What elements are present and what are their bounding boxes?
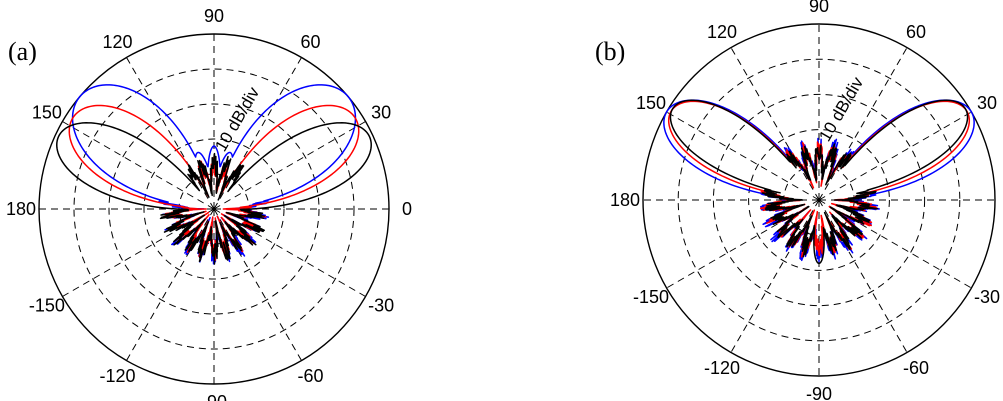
angle-tick-label: -60 <box>903 358 929 378</box>
scale-label-b: 10 dB/div <box>815 73 867 144</box>
scale-label-a: 10 dB/div <box>211 83 263 154</box>
outer-circle <box>642 23 996 377</box>
angle-ticks-a: 0 30 60 90 120 150 180 -150 -120 -90 -60 -30 <box>6 6 412 401</box>
outer-circle <box>38 33 390 385</box>
grid-spoke <box>213 121 366 210</box>
angle-tick-label: -150 <box>29 296 65 316</box>
grid-spoke <box>730 47 820 201</box>
polar-grid-b <box>642 23 996 377</box>
grid-ring <box>73 68 355 350</box>
grid-ring <box>748 129 890 271</box>
grid-spoke <box>818 111 972 201</box>
traces-a <box>56 84 372 265</box>
angle-tick-label: 180 <box>610 190 640 210</box>
angle-tick-label: 30 <box>371 103 391 123</box>
traces-b <box>663 99 975 265</box>
polar-grid-a <box>38 33 390 385</box>
grid-ring <box>108 103 320 315</box>
grid-spoke <box>818 199 908 353</box>
angle-tick-label: 150 <box>32 103 62 123</box>
angle-tick-label: -60 <box>297 366 323 386</box>
angle-tick-label: -120 <box>704 358 740 378</box>
series-trace <box>669 99 969 265</box>
angle-tick-label: 90 <box>204 6 224 26</box>
angle-tick-label: -90 <box>806 384 832 401</box>
angle-tick-label: 90 <box>809 0 829 16</box>
grid-spoke <box>126 57 215 210</box>
angle-tick-label: 120 <box>707 22 737 42</box>
angle-tick-label: 180 <box>6 199 36 219</box>
angle-tick-label: 150 <box>636 93 666 113</box>
angle-tick-label: -120 <box>99 366 135 386</box>
angle-tick-label: -150 <box>633 287 669 307</box>
grid-spoke <box>666 111 820 201</box>
grid-spoke <box>818 47 908 201</box>
angle-tick-label: 30 <box>977 93 997 113</box>
grid-ring <box>677 58 961 342</box>
polar-chart-a: (a) 0 30 60 90 120 150 180 -150 -120 -90 -60 -30 10… <box>6 6 412 401</box>
angle-tick-label: -90 <box>201 392 227 401</box>
angle-tick-label: 0 <box>402 199 412 219</box>
grid-spoke <box>62 121 215 210</box>
grid-spoke <box>730 199 820 353</box>
grid-spoke <box>126 208 215 361</box>
grid-ring <box>712 93 926 307</box>
panel-label-b: (b) <box>595 37 625 66</box>
angle-tick-label: 60 <box>300 32 320 52</box>
grid-ring <box>143 138 285 280</box>
angle-tick-label: -30 <box>974 287 1000 307</box>
series-trace <box>56 122 372 265</box>
grid-spoke <box>213 57 302 210</box>
panel-label-a: (a) <box>8 37 37 66</box>
angle-tick-label: -30 <box>368 296 394 316</box>
angle-tick-label: 120 <box>102 32 132 52</box>
angle-tick-label: 60 <box>906 22 926 42</box>
